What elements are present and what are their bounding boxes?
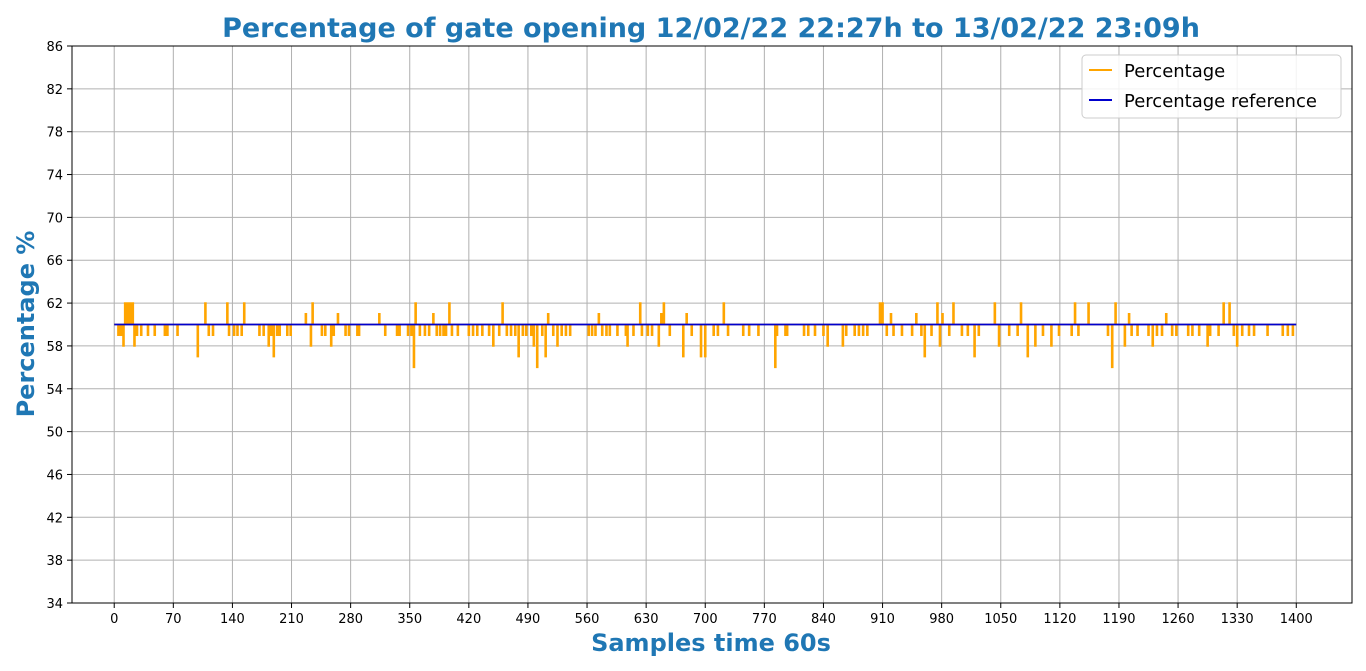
x-tick-label: 700 (693, 612, 718, 627)
y-tick-label: 70 (46, 211, 63, 226)
y-axis-label: Percentage % (12, 231, 40, 418)
x-tick-label: 1050 (984, 612, 1017, 627)
x-axis-label: Samples time 60s (591, 629, 831, 657)
x-tick-label: 0 (110, 612, 118, 627)
y-tick-label: 42 (46, 511, 63, 526)
y-tick-label: 58 (46, 340, 63, 355)
x-tick-label: 140 (220, 612, 245, 627)
ticks: 0 70 140 210 280 350 420 490 560 630 700 770 840 910 9… (46, 40, 1312, 627)
legend-label-percentage-reference: Percentage reference (1124, 91, 1317, 112)
x-tick-label: 770 (752, 612, 777, 627)
plot-frame (71, 45, 1353, 604)
y-tick-label: 82 (46, 83, 63, 98)
y-tick-label: 62 (46, 297, 63, 312)
y-tick-label: 78 (46, 126, 63, 141)
x-tick-label: 1330 (1221, 612, 1254, 627)
x-tick-label: 70 (165, 612, 182, 627)
y-tick-label: 86 (46, 40, 63, 55)
x-tick-label: 420 (456, 612, 481, 627)
x-tick-label: 210 (279, 612, 304, 627)
legend-label-percentage: Percentage (1124, 61, 1225, 82)
y-tick-label: 74 (46, 169, 63, 184)
legend: Percentage Percentage reference (1081, 54, 1342, 119)
y-tick-label: 46 (46, 468, 63, 483)
x-tick-label: 630 (634, 612, 659, 627)
y-tick-label: 54 (46, 383, 63, 398)
x-tick-label: 980 (929, 612, 954, 627)
x-tick-label: 350 (397, 612, 422, 627)
x-tick-label: 490 (516, 612, 541, 627)
chart-title: Percentage of gate opening 12/02/22 22:2… (222, 13, 1200, 44)
x-tick-label: 910 (870, 612, 895, 627)
x-tick-label: 280 (338, 612, 363, 627)
x-tick-label: 560 (575, 612, 600, 627)
legend-box (1081, 54, 1342, 119)
x-tick-label: 1120 (1043, 612, 1076, 627)
y-tick-label: 38 (46, 554, 63, 569)
x-tick-label: 1190 (1102, 612, 1135, 627)
series-layer (114, 302, 1297, 369)
y-tick-label: 34 (46, 597, 63, 612)
y-tick-label: 66 (46, 254, 63, 269)
y-tick-label: 50 (46, 426, 63, 441)
x-tick-label: 1400 (1280, 612, 1313, 627)
x-tick-label: 1260 (1162, 612, 1195, 627)
x-tick-label: 840 (811, 612, 836, 627)
